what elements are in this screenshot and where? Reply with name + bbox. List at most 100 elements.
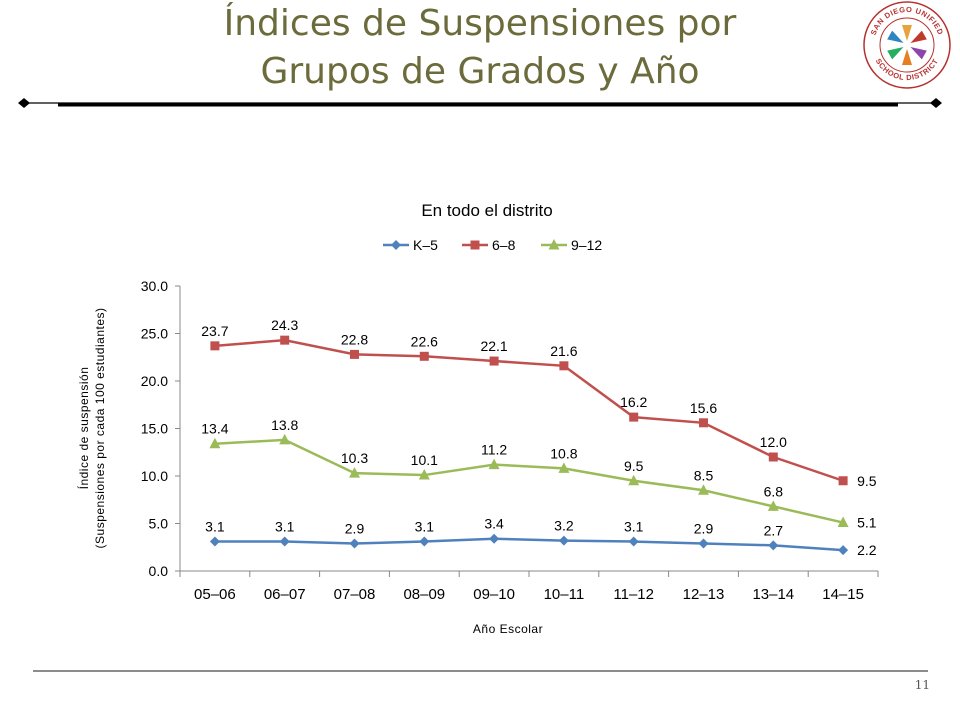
data-point [559,361,569,371]
data-point [418,469,430,480]
data-point [488,458,500,470]
title-divider [18,98,942,108]
data-point [698,484,709,495]
data-point [698,538,709,549]
data-label: 13.4 [201,421,228,437]
slide-number: 11 [914,678,930,692]
data-label: 9.5 [624,458,644,474]
x-tick-label: 11–12 [613,586,654,603]
data-point [419,351,429,361]
data-label: 11.2 [481,442,507,458]
data-point [838,476,848,486]
data-label: 10.1 [411,452,438,468]
x-tick-label: 05–06 [194,586,236,603]
series-6–8: 23.7 24.3 22.8 22.6 22.1 21.6 16.2 15.6 12.0 9.5 [201,317,877,489]
x-tick-label: 13–14 [752,586,794,603]
y-tick-label: 0.0 [149,563,169,579]
x-axis-ticks: 05–06 06–07 07–08 08–09 09–10 10–11 11–12 12–13… [179,571,879,603]
data-point [628,536,639,547]
data-label: 3.1 [205,519,225,535]
data-point [768,452,778,462]
data-point [699,418,708,428]
data-point [419,536,430,547]
series-layer: 3.1 3.1 2.9 3.1 3.4 3.2 3.1 2.9 2.7 2.2 23.7 24.3 22… [201,317,877,558]
y-axis-title-line2: (Suspensiones por cada 100 estudiantes) [93,308,107,549]
data-label: 22.1 [480,338,507,354]
data-point [210,341,220,351]
data-point [489,356,499,366]
x-tick-label: 10–11 [544,586,585,603]
data-point [280,335,290,345]
data-label: 6.8 [764,483,784,499]
data-label: 10.8 [550,445,577,461]
data-label: 5.1 [857,515,877,531]
series-K–5: 3.1 3.1 2.9 3.1 3.4 3.2 3.1 2.9 2.7 2.2 [205,516,877,558]
data-label: 3.2 [554,518,574,534]
data-point [350,349,359,359]
series-line [214,438,844,524]
data-label: 2.2 [857,542,877,558]
data-point [558,462,570,473]
data-label: 13.8 [271,417,298,433]
data-point [489,533,500,544]
school-district-logo: SAN DIEGO UNIFIED SCHOOL DISTRICT [863,1,951,89]
data-label: 3.1 [275,519,295,535]
legend-marker [391,240,401,250]
chart-title: En todo el distrito [421,201,552,220]
y-tick-label: 30.0 [141,278,168,294]
y-tick-label: 20.0 [141,373,168,389]
x-tick-label: 06–07 [264,586,306,603]
y-tick-label: 5.0 [149,516,169,532]
data-point [279,536,290,547]
data-point [349,538,360,549]
legend-marker [548,239,560,250]
data-label: 2.7 [764,522,784,538]
data-label: 23.7 [201,323,228,339]
data-point [558,535,569,546]
data-label: 24.3 [271,317,298,333]
data-point [767,500,779,511]
slide-title-line1: Índices de Suspensiones por [223,3,737,44]
data-label: 8.5 [694,467,714,483]
data-label: 22.6 [411,333,438,349]
data-label: 22.8 [341,331,368,347]
legend-marker [470,240,480,250]
data-point [209,536,220,547]
slide-title: Índices de Suspensiones por Grupos de Gr… [90,0,870,96]
y-axis-title-line1: Índice de suspensión [76,367,91,490]
data-point [768,540,779,551]
data-label: 3.1 [624,519,644,535]
legend-label: 6–8 [492,237,516,253]
x-tick-label: 07–08 [334,586,376,603]
data-point [628,474,640,486]
x-axis-title: Año Escolar [473,622,543,636]
footer-divider [33,670,928,672]
data-point [837,516,849,528]
data-label: 3.1 [415,519,435,535]
data-label: 2.9 [345,520,365,536]
series-line [214,537,844,552]
y-axis-ticks: 0.0 5.0 10.0 15.0 20.0 25.0 30.0 [141,278,180,579]
x-tick-label: 12–13 [683,586,725,603]
data-point [349,467,360,478]
y-tick-label: 10.0 [141,468,168,484]
data-label: 10.3 [341,450,368,466]
legend-label: 9–12 [571,237,602,253]
x-tick-label: 09–10 [473,586,515,603]
data-label: 3.4 [484,516,504,532]
slide-title-line2: Grupos de Grados y Año [260,51,700,92]
data-label: 16.2 [620,394,647,410]
legend-label: K–5 [413,237,438,253]
data-label: 12.0 [760,434,787,450]
y-tick-label: 15.0 [141,421,168,437]
x-tick-label: 14–15 [822,586,864,603]
data-label: 2.9 [694,520,714,536]
data-point [209,437,221,449]
y-tick-label: 25.0 [141,326,168,342]
data-point [629,412,639,422]
series-line [214,338,844,482]
data-point [279,433,291,445]
data-label: 15.6 [690,400,717,416]
x-tick-label: 08–09 [403,586,445,603]
data-label: 9.5 [857,473,877,489]
